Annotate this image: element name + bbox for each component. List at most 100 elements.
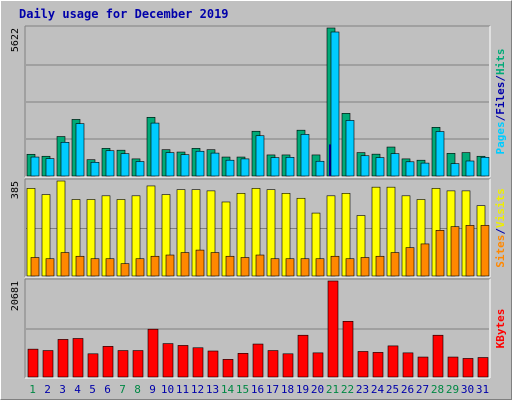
bar-pages — [60, 142, 70, 177]
day-label: 18 — [281, 383, 294, 396]
bar-pages — [75, 123, 85, 177]
bar-pages — [390, 153, 400, 177]
day-label: 6 — [104, 383, 111, 396]
bar-pages — [195, 150, 205, 177]
bar-pages — [30, 156, 40, 177]
bar-pages — [465, 160, 475, 177]
bar-pages — [450, 163, 460, 177]
bar-pages — [240, 158, 250, 177]
bar-pages — [165, 152, 175, 177]
bar-pages — [270, 157, 280, 177]
day-label: 3 — [59, 383, 66, 396]
bar-pages — [345, 120, 355, 177]
day-label: 14 — [221, 383, 235, 396]
bar-kbytes — [72, 338, 84, 378]
bar-sites — [480, 225, 490, 277]
bar-kbytes — [162, 343, 174, 378]
legend-entry: Visits — [494, 188, 507, 228]
bar-kbytes — [312, 352, 324, 378]
bar-sites — [30, 257, 40, 277]
day-label: 10 — [161, 383, 174, 396]
bar-pages — [405, 161, 415, 177]
legend-entry: Sites — [494, 235, 507, 268]
day-label: 17 — [266, 383, 279, 396]
bar-pages — [210, 152, 220, 177]
day-label: 2 — [44, 383, 51, 396]
bar-sites — [60, 252, 70, 277]
bar-pages — [45, 158, 55, 177]
day-label: 30 — [461, 383, 474, 396]
legend-label: KBytes — [494, 309, 507, 349]
bar-sites — [345, 258, 355, 277]
bar-kbytes — [117, 350, 129, 378]
bar-sites — [435, 230, 445, 277]
bar-sites — [285, 258, 295, 277]
bar-pages — [285, 157, 295, 177]
bar-sites — [330, 255, 340, 277]
bar-sites — [405, 247, 415, 277]
bar-kbytes — [357, 351, 369, 378]
day-label: 7 — [119, 383, 126, 396]
legend-entry: Hits — [494, 49, 507, 76]
bar-kbytes — [192, 347, 204, 378]
day-label: 29 — [446, 383, 459, 396]
bar-sites — [375, 255, 385, 277]
bar-sites — [270, 258, 280, 277]
day-label: 4 — [74, 383, 81, 396]
day-label: 15 — [236, 383, 249, 396]
day-label: 9 — [149, 383, 156, 396]
bar-sites — [165, 254, 175, 277]
bar-kbytes — [447, 356, 459, 378]
bar-sites — [300, 258, 310, 277]
legend-entry: Pages — [494, 121, 507, 154]
bar-sites — [240, 257, 250, 277]
bar-kbytes — [27, 348, 39, 378]
bar-kbytes — [372, 352, 384, 378]
bar-pages — [225, 159, 235, 177]
bar-kbytes — [387, 345, 399, 378]
bar-sites — [465, 225, 475, 277]
bar-kbytes — [267, 350, 279, 378]
legend-entry: Files — [494, 82, 507, 115]
bar-kbytes — [462, 358, 474, 378]
day-label: 11 — [176, 383, 189, 396]
bar-kbytes — [252, 343, 264, 378]
bar-sites — [90, 258, 100, 277]
day-label: 13 — [206, 383, 219, 396]
legend-entry: / — [494, 114, 507, 121]
bar-pages — [105, 150, 115, 177]
bar-kbytes — [432, 334, 444, 378]
bar-kbytes — [327, 280, 339, 378]
day-label: 23 — [356, 383, 369, 396]
y-max-label: 385 — [10, 181, 21, 199]
bar-kbytes — [237, 353, 249, 378]
y-max-label: 5622 — [10, 28, 21, 52]
bar-sites — [135, 258, 145, 277]
bar-sites — [45, 258, 55, 277]
day-label: 22 — [341, 383, 354, 396]
day-label: 24 — [371, 383, 385, 396]
legend-entry: KBytes — [494, 309, 507, 349]
day-label: 5 — [89, 383, 96, 396]
bar-kbytes — [207, 350, 219, 378]
day-label: 27 — [416, 383, 429, 396]
day-label: 16 — [251, 383, 264, 396]
bar-sites — [195, 249, 205, 277]
bar-pages — [435, 131, 445, 177]
bar-kbytes — [402, 352, 414, 378]
bar-sites — [210, 252, 220, 277]
bar-pages — [360, 155, 370, 177]
bar-sites — [450, 226, 460, 277]
day-label: 8 — [134, 383, 141, 396]
bar-sites — [360, 257, 370, 277]
bar-sites — [255, 254, 265, 277]
day-label: 25 — [386, 383, 399, 396]
bar-pages — [255, 135, 265, 177]
bar-sites — [225, 255, 235, 277]
day-label: 20 — [311, 383, 324, 396]
bar-pages — [480, 157, 490, 177]
bar-pages — [180, 154, 190, 177]
bar-kbytes — [42, 350, 54, 378]
bar-pages — [420, 162, 430, 177]
